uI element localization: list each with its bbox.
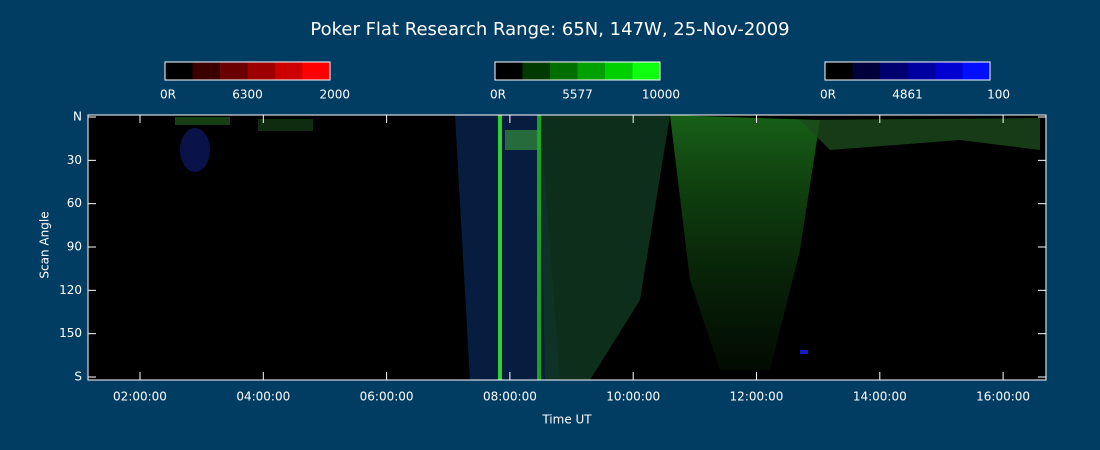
x-tick-label: 16:00:00 bbox=[976, 390, 1030, 404]
colorbar-wavelength: 6300 bbox=[232, 88, 263, 102]
colorbar-segment bbox=[220, 62, 248, 80]
emission bbox=[258, 119, 313, 131]
emission bbox=[800, 118, 1040, 150]
emission bbox=[800, 350, 808, 354]
emission bbox=[537, 115, 541, 380]
emission bbox=[670, 115, 820, 370]
emission bbox=[455, 115, 560, 380]
colorbar-wavelength: 4861 bbox=[892, 88, 923, 102]
colorbar-segment bbox=[165, 62, 193, 80]
colorbar-segment bbox=[935, 62, 963, 80]
title: Poker Flat Research Range: 65N, 147W, 25… bbox=[310, 19, 789, 40]
colorbar-low: 0R bbox=[490, 88, 506, 102]
colorbar-high: 100 bbox=[987, 88, 1010, 102]
colorbar-segment bbox=[962, 62, 991, 80]
colorbar-segment bbox=[275, 62, 303, 80]
x-tick-label: 08:00:00 bbox=[483, 390, 537, 404]
x-tick-label: 10:00:00 bbox=[606, 390, 660, 404]
colorbar-frame bbox=[824, 61, 991, 81]
colorbar-segment bbox=[907, 62, 936, 80]
x-tick-label: 12:00:00 bbox=[730, 390, 784, 404]
colorbar-wavelength: 5577 bbox=[562, 88, 593, 102]
colorbar-low: 0R bbox=[820, 88, 836, 102]
y-tick-label: 30 bbox=[67, 153, 82, 167]
x-tick-label: 06:00:00 bbox=[360, 390, 414, 404]
colorbar-frame bbox=[494, 61, 661, 81]
colorbar-frame bbox=[164, 61, 331, 81]
colorbar-high: 10000 bbox=[642, 88, 680, 102]
colorbar-segment bbox=[522, 62, 551, 80]
y-tick-label: 90 bbox=[67, 240, 82, 254]
emission bbox=[498, 115, 502, 380]
emission bbox=[175, 117, 230, 125]
x-axis-label: Time UT bbox=[541, 413, 592, 427]
colorbar-segment bbox=[605, 62, 633, 80]
y-tick-label: N bbox=[73, 110, 82, 124]
colorbar-segment bbox=[880, 62, 908, 80]
colorbar-low: 0R bbox=[160, 88, 176, 102]
emission bbox=[180, 128, 210, 172]
colorbar-segment bbox=[192, 62, 221, 80]
x-tick-label: 02:00:00 bbox=[113, 390, 167, 404]
keogram-image bbox=[175, 115, 1040, 380]
colorbar-segment bbox=[247, 62, 276, 80]
y-tick-label: 60 bbox=[67, 196, 82, 210]
y-axis-label: Scan Angle bbox=[38, 211, 52, 278]
y-tick-label: 120 bbox=[59, 283, 82, 297]
x-tick-label: 14:00:00 bbox=[853, 390, 907, 404]
colorbar-segment bbox=[825, 62, 853, 80]
colorbar-segment bbox=[632, 62, 661, 80]
colorbar-segment bbox=[302, 62, 331, 80]
colorbar-high: 2000 bbox=[319, 88, 350, 102]
colorbar-segment bbox=[550, 62, 578, 80]
x-tick-label: 04:00:00 bbox=[236, 390, 290, 404]
colorbar-segment bbox=[852, 62, 881, 80]
y-tick-label: 150 bbox=[59, 326, 82, 340]
colorbar-segment bbox=[495, 62, 523, 80]
colorbar-segment bbox=[577, 62, 606, 80]
y-tick-label: S bbox=[74, 370, 82, 384]
emission bbox=[505, 130, 540, 150]
emission bbox=[540, 115, 670, 380]
